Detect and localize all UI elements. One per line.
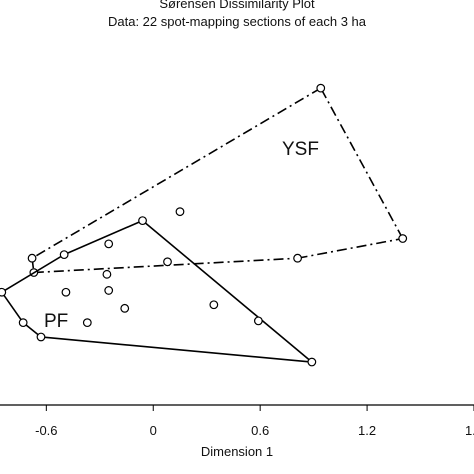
point	[18, 318, 28, 328]
point	[163, 257, 172, 267]
x-tick-label: 1.8	[465, 423, 474, 438]
point	[209, 300, 219, 310]
point	[293, 253, 302, 263]
group-label: PF	[44, 311, 68, 332]
point	[36, 332, 46, 342]
point	[82, 318, 92, 328]
chart-subtitle: Data: 22 spot-mapping sections of each 3…	[108, 14, 367, 29]
x-tick-label: 0	[150, 423, 157, 438]
hull-edge	[40, 336, 312, 363]
point	[307, 357, 317, 367]
hull-edge	[1, 291, 24, 324]
point	[398, 234, 408, 243]
chart-title: Sørensen Dissimilarity Plot	[159, 0, 315, 11]
x-tick-label: -0.6	[35, 423, 57, 438]
hull-edge	[31, 87, 322, 259]
hull-edge	[63, 219, 143, 256]
x-axis-label: Dimension 1	[201, 444, 273, 459]
hull-edge	[1, 253, 65, 293]
point	[138, 216, 147, 226]
point	[104, 239, 114, 249]
hull-edge	[320, 87, 404, 239]
x-tick-label: 0.6	[251, 423, 269, 438]
hull-edge	[142, 220, 313, 363]
point	[120, 303, 130, 313]
point	[104, 286, 114, 295]
hull-edge	[297, 237, 403, 259]
hull-edge	[33, 257, 298, 274]
point	[27, 253, 37, 263]
point	[61, 287, 71, 297]
point	[253, 316, 263, 326]
point	[316, 83, 326, 93]
x-tick-label: 1.2	[358, 423, 376, 438]
point	[0, 287, 7, 297]
group-label: YSF	[282, 139, 319, 160]
point	[102, 269, 112, 279]
point	[59, 250, 69, 260]
point	[175, 207, 185, 217]
